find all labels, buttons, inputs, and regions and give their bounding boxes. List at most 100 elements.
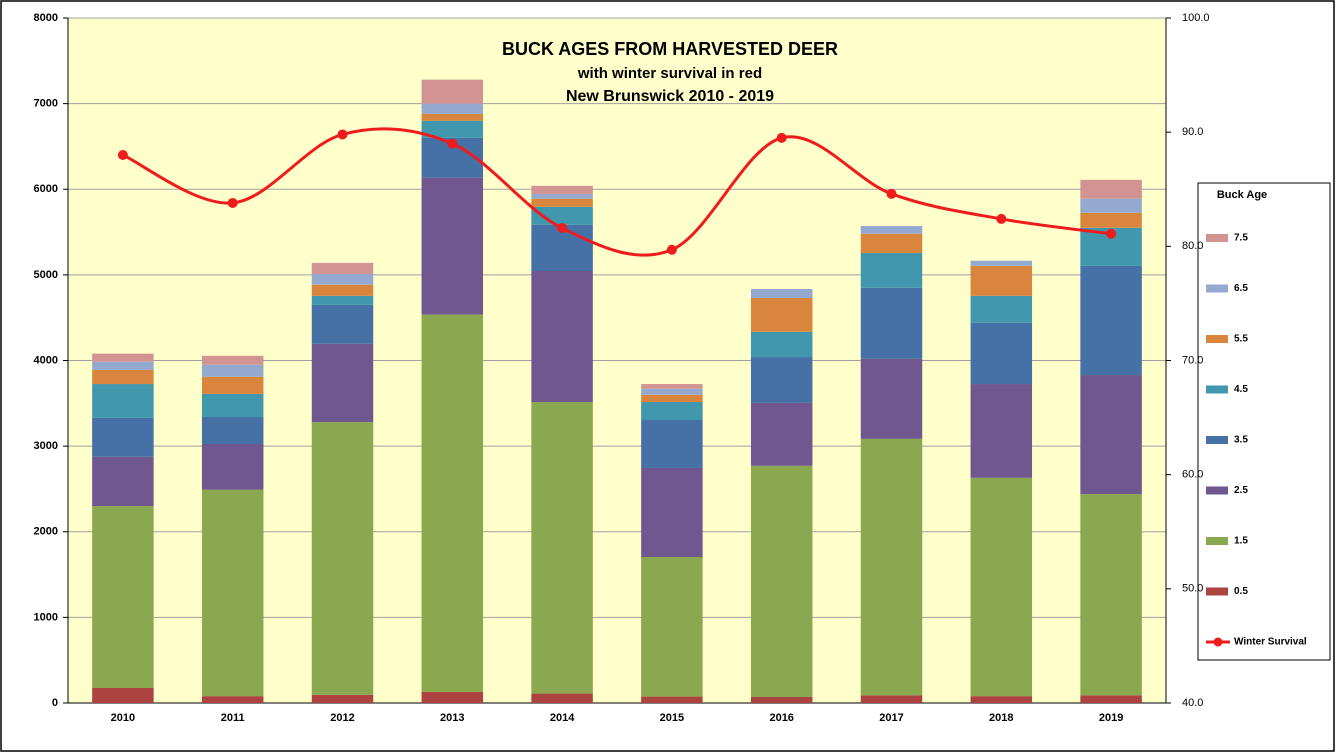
legend-label: 3.5 — [1234, 435, 1248, 446]
bar-segment — [201, 376, 264, 394]
chart-subtitle: with winter survival in red — [577, 65, 762, 82]
legend-swatch — [1213, 637, 1223, 647]
legend-swatch — [1206, 234, 1228, 242]
bar-segment — [750, 697, 813, 703]
bar-segment — [860, 695, 923, 703]
x-tick-label: 2017 — [879, 712, 903, 724]
bar-segment — [1080, 212, 1142, 228]
bar-segment — [421, 177, 484, 315]
legend-label: 6.5 — [1234, 283, 1248, 294]
bar-segment — [531, 271, 593, 403]
y-tick-label: 5000 — [34, 269, 58, 281]
bar-segment — [531, 198, 593, 207]
bar-segment — [201, 489, 264, 697]
bar-segment — [750, 331, 813, 358]
bar-segment — [970, 265, 1033, 296]
x-tick-label: 2014 — [550, 712, 575, 724]
y2-tick-label: 40.0 — [1182, 697, 1203, 709]
bar-segment — [1080, 198, 1142, 213]
legend-swatch — [1206, 587, 1228, 596]
bar-segment — [1080, 695, 1142, 703]
bar-segment — [201, 364, 264, 377]
legend-label: 4.5 — [1234, 384, 1248, 395]
y-tick-label: 6000 — [34, 183, 58, 195]
bar-segment — [531, 185, 593, 194]
line-marker — [557, 223, 568, 234]
bar-segment — [1080, 494, 1142, 696]
bar-segment — [311, 284, 374, 296]
bar-segment — [421, 120, 484, 138]
legend-swatch — [1206, 537, 1228, 545]
legend-swatch — [1206, 385, 1228, 394]
bar-segment — [311, 262, 374, 275]
x-tick-label: 2012 — [330, 712, 354, 724]
y-tick-label: 1000 — [34, 611, 58, 623]
bar-segment — [421, 691, 484, 703]
bar-segment — [860, 233, 923, 254]
legend-label: 5.5 — [1234, 334, 1248, 345]
y2-tick-label: 100.0 — [1182, 12, 1210, 24]
bar-segment — [421, 113, 484, 121]
bar-segment — [92, 456, 154, 507]
bar-segment — [641, 557, 703, 697]
bar-segment — [641, 388, 703, 395]
y2-tick-label: 60.0 — [1182, 469, 1203, 481]
bar-segment — [641, 384, 703, 389]
y-tick-label: 0 — [52, 697, 58, 709]
bar-segment — [750, 402, 813, 466]
bar-segment — [1080, 375, 1142, 495]
x-tick-label: 2016 — [769, 712, 793, 724]
x-tick-label: 2015 — [660, 712, 684, 724]
bar-segment — [970, 696, 1033, 703]
line-marker — [117, 150, 128, 160]
bar-segment — [531, 693, 593, 703]
bar-segment — [860, 438, 923, 696]
bar-segment — [92, 384, 154, 418]
bar-segment — [970, 295, 1033, 323]
bar-segment — [92, 353, 154, 362]
y2-tick-label: 70.0 — [1182, 354, 1203, 366]
legend-title: Buck Age — [1217, 189, 1267, 201]
x-tick-label: 2011 — [221, 712, 245, 724]
y-tick-label: 4000 — [34, 354, 58, 366]
bar-segment — [421, 79, 484, 104]
legend-swatch — [1206, 486, 1228, 495]
bar-segment — [531, 193, 593, 199]
y-tick-label: 3000 — [34, 440, 58, 452]
line — [122, 127, 1112, 257]
bar-segment — [201, 696, 264, 703]
bar-segment — [92, 688, 154, 703]
bar-segment — [311, 274, 374, 285]
bar-segment — [421, 314, 484, 692]
chart-title: BUCK AGES FROM HARVESTED DEER — [502, 39, 838, 59]
line-marker — [447, 138, 458, 149]
y-tick-label: 8000 — [34, 12, 58, 24]
line-marker — [1106, 228, 1117, 239]
bar-segment — [311, 694, 374, 703]
bar-segment — [92, 361, 154, 370]
bar-segment — [970, 260, 1033, 266]
legend-box — [1197, 182, 1331, 661]
bar-segment — [1080, 265, 1142, 376]
bar-segment — [641, 420, 703, 468]
bar-segment — [311, 295, 374, 305]
bar-segment — [860, 226, 923, 234]
legend-label: Winter Survival — [1234, 637, 1307, 648]
bar-segment — [750, 465, 813, 698]
bar-segment — [201, 443, 264, 490]
line-marker — [776, 132, 787, 143]
bar-segment — [1080, 179, 1142, 199]
bar-segment — [750, 289, 813, 298]
bar-segment — [92, 417, 154, 457]
bar-segment — [860, 287, 923, 359]
bar-segment — [750, 357, 813, 403]
bar-segment — [311, 343, 374, 423]
line-marker — [337, 129, 348, 140]
bar-segment — [860, 358, 923, 439]
bar-segment — [641, 402, 703, 421]
bar-segment — [970, 477, 1033, 697]
bar-segment — [641, 467, 703, 558]
chart-subtitle: New Brunswick 2010 - 2019 — [566, 88, 774, 105]
